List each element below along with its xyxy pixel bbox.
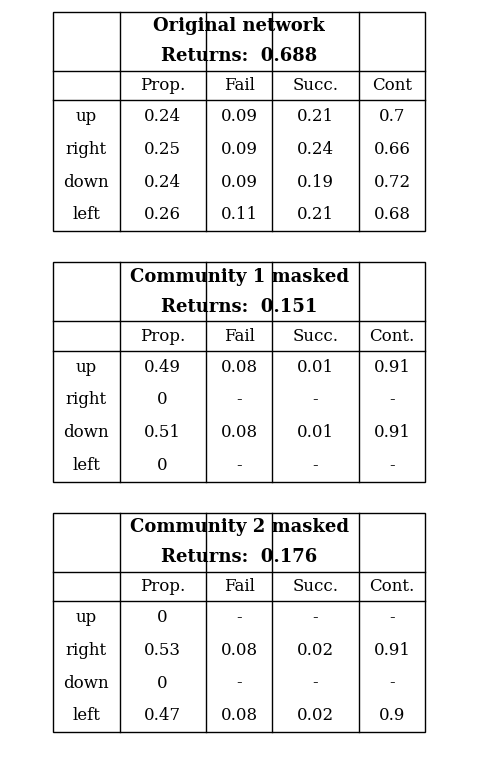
Text: 0: 0 (157, 675, 168, 692)
Text: Original network: Original network (153, 17, 325, 36)
Text: 0.91: 0.91 (373, 424, 411, 441)
Text: up: up (76, 609, 97, 626)
Text: -: - (313, 391, 318, 408)
Text: Succ.: Succ. (293, 578, 338, 595)
Bar (53, 513, 425, 732)
Text: -: - (389, 391, 395, 408)
Text: 0.24: 0.24 (297, 141, 334, 158)
Text: -: - (313, 675, 318, 692)
Text: left: left (72, 707, 100, 724)
Text: 0.49: 0.49 (144, 359, 181, 376)
Text: up: up (76, 108, 97, 125)
Text: -: - (313, 457, 318, 474)
Text: Fail: Fail (224, 578, 254, 595)
Text: 0.08: 0.08 (220, 359, 258, 376)
Text: Community 1 masked: Community 1 masked (130, 268, 348, 286)
Text: -: - (236, 391, 242, 408)
Text: 0.01: 0.01 (297, 359, 334, 376)
Text: Prop.: Prop. (140, 328, 185, 345)
Text: -: - (236, 675, 242, 692)
Text: 0.9: 0.9 (379, 707, 405, 724)
Text: 0.21: 0.21 (297, 108, 334, 125)
Text: -: - (389, 609, 395, 626)
Text: 0.09: 0.09 (220, 108, 258, 125)
Text: 0.7: 0.7 (379, 108, 405, 125)
Text: -: - (236, 609, 242, 626)
Text: down: down (63, 675, 109, 692)
Text: 0.25: 0.25 (144, 141, 181, 158)
Text: Cont.: Cont. (369, 328, 414, 345)
Text: 0.91: 0.91 (373, 359, 411, 376)
Text: Prop.: Prop. (140, 578, 185, 595)
Text: Cont.: Cont. (369, 578, 414, 595)
Text: Returns:  0.151: Returns: 0.151 (161, 297, 317, 316)
Text: up: up (76, 359, 97, 376)
Text: Community 2 masked: Community 2 masked (130, 518, 348, 537)
Text: 0.72: 0.72 (373, 173, 411, 191)
Text: 0.91: 0.91 (373, 642, 411, 659)
Text: 0.68: 0.68 (373, 206, 411, 223)
Text: down: down (63, 424, 109, 441)
Text: Returns:  0.688: Returns: 0.688 (161, 47, 317, 65)
Text: 0.08: 0.08 (220, 707, 258, 724)
Text: 0.08: 0.08 (220, 424, 258, 441)
Text: down: down (63, 173, 109, 191)
Bar (53, 262, 425, 482)
Text: 0.02: 0.02 (297, 642, 334, 659)
Text: Cont: Cont (372, 77, 412, 94)
Text: 0.26: 0.26 (144, 206, 181, 223)
Text: 0.51: 0.51 (144, 424, 181, 441)
Text: 0.01: 0.01 (297, 424, 334, 441)
Text: -: - (313, 609, 318, 626)
Text: 0: 0 (157, 457, 168, 474)
Text: 0.21: 0.21 (297, 206, 334, 223)
Text: 0.11: 0.11 (220, 206, 258, 223)
Text: Succ.: Succ. (293, 77, 338, 94)
Text: right: right (65, 642, 107, 659)
Text: 0.08: 0.08 (220, 642, 258, 659)
Text: Returns:  0.176: Returns: 0.176 (161, 548, 317, 566)
Text: 0.19: 0.19 (297, 173, 334, 191)
Text: 0.53: 0.53 (144, 642, 181, 659)
Text: 0.47: 0.47 (144, 707, 181, 724)
Text: 0.02: 0.02 (297, 707, 334, 724)
Text: 0.24: 0.24 (144, 173, 181, 191)
Text: 0.24: 0.24 (144, 108, 181, 125)
Text: -: - (236, 457, 242, 474)
Text: right: right (65, 141, 107, 158)
Text: 0: 0 (157, 609, 168, 626)
Bar (53, 12, 425, 231)
Text: 0.66: 0.66 (373, 141, 411, 158)
Text: Fail: Fail (224, 77, 254, 94)
Text: 0.09: 0.09 (220, 173, 258, 191)
Text: left: left (72, 206, 100, 223)
Text: left: left (72, 457, 100, 474)
Text: right: right (65, 391, 107, 408)
Text: 0.09: 0.09 (220, 141, 258, 158)
Text: Fail: Fail (224, 328, 254, 345)
Text: Prop.: Prop. (140, 77, 185, 94)
Text: -: - (389, 675, 395, 692)
Text: -: - (389, 457, 395, 474)
Text: Succ.: Succ. (293, 328, 338, 345)
Text: 0: 0 (157, 391, 168, 408)
